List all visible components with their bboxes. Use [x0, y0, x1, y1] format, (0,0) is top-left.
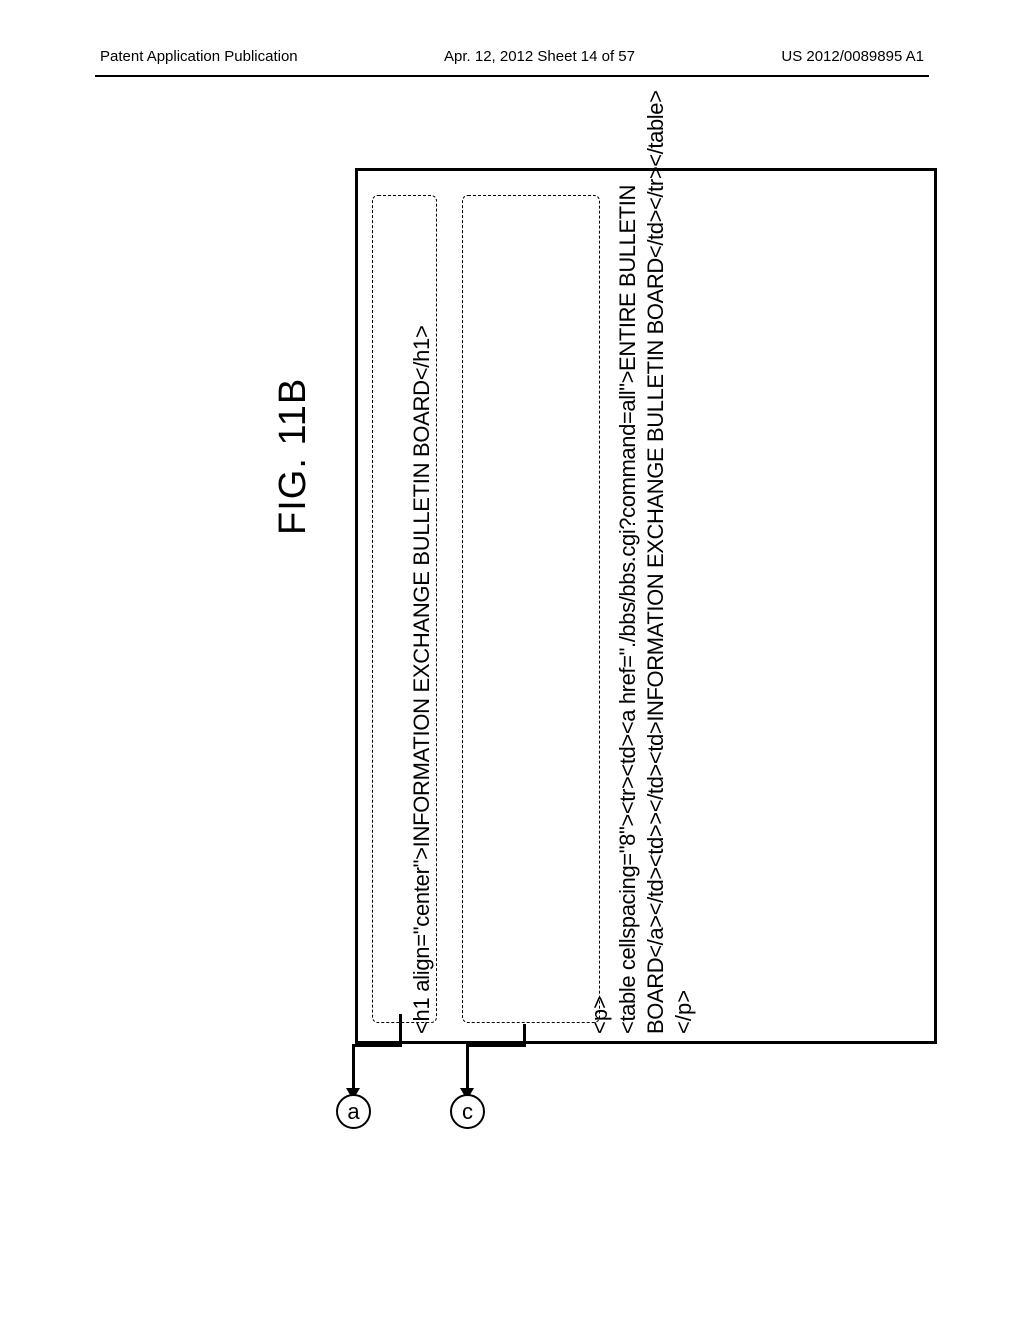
callout-circle-a: a	[336, 1094, 371, 1129]
header-right: US 2012/0089895 A1	[781, 48, 924, 65]
callout-circle-c: c	[450, 1094, 485, 1129]
figure-label: FIG. 11B	[272, 378, 315, 535]
figure-outer-box: <h1 align="center">INFORMATION EXCHANGE …	[355, 168, 937, 1044]
callout-arrow-c	[466, 1046, 469, 1094]
code-box-c: <p> <table cellspacing="8"><tr><td><a hr…	[462, 195, 600, 1023]
callout-arrow-a	[352, 1046, 355, 1094]
code-line-c-1: <table cellspacing="8"><tr><td><a href="…	[615, 185, 641, 1034]
header-left: Patent Application Publication	[100, 48, 298, 65]
callout-label-a: a	[347, 1099, 359, 1125]
code-line-a-0: <h1 align="center">INFORMATION EXCHANGE …	[409, 326, 435, 1035]
code-box-a: <h1 align="center">INFORMATION EXCHANGE …	[372, 195, 437, 1023]
callout-connector-a	[352, 1044, 402, 1047]
header-middle: Apr. 12, 2012 Sheet 14 of 57	[444, 48, 635, 65]
code-line-c-3: </p>	[671, 990, 697, 1034]
header-rule	[95, 75, 929, 77]
callout-connector-c	[466, 1044, 526, 1047]
page-header: Patent Application Publication Apr. 12, …	[0, 48, 1024, 65]
code-line-c-2: BOARD</a></td><td>></td><td>INFORMATION …	[643, 90, 669, 1034]
code-line-c-0: <p>	[587, 996, 613, 1034]
callout-label-c: c	[462, 1099, 473, 1125]
